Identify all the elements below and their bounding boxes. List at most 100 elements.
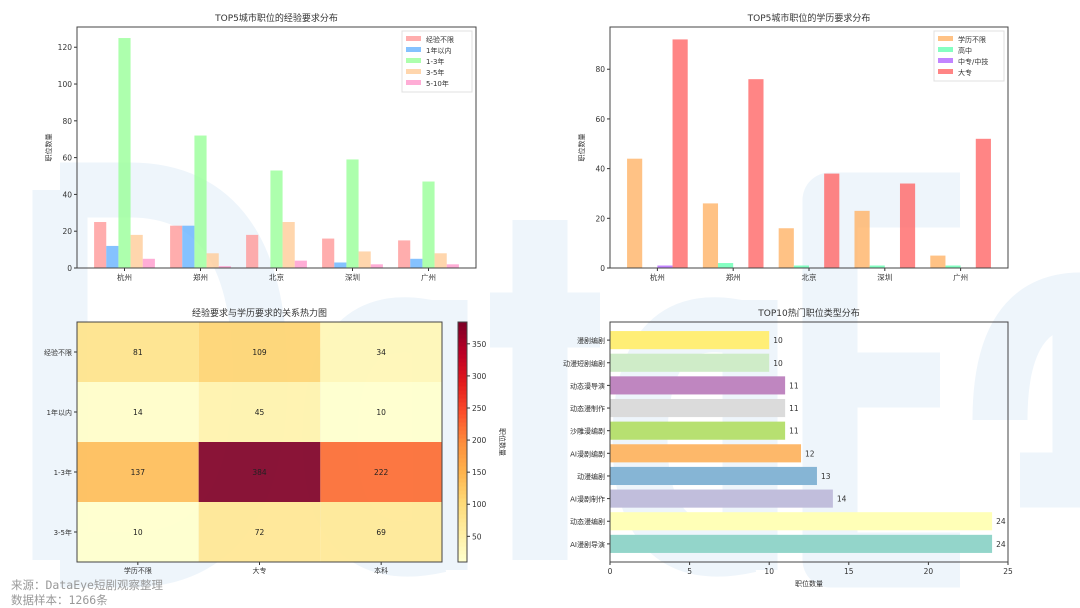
colorbar-segment [458,526,467,531]
y-tick-label: 40 [62,190,72,199]
y-tick-label: 1年以内 [47,408,72,417]
y-tick-label: 动态漫导演 [570,381,605,390]
y-tick-label: 动态漫编剧 [570,517,605,526]
sample-note: 数据样本：1266条 [11,593,108,607]
y-tick-label: 0 [67,264,72,273]
bar [270,170,283,268]
x-tick-label: 广州 [421,272,436,282]
bar [206,253,219,268]
colorbar-segment [458,470,467,475]
y-tick-label: 20 [595,214,605,223]
colorbar-segment [458,462,467,467]
colorbar-segment [458,394,467,399]
y-tick-label: 动漫短剧编剧 [563,359,605,368]
bar [446,264,459,268]
bar [106,245,119,268]
chart-title: TOP5城市职位的学历要求分布 [747,12,871,24]
colorbar-segment [458,466,467,471]
y-tick-label: 60 [62,154,72,163]
colorbar-tick-label: 100 [472,500,487,509]
legend-label: 5-10年 [426,79,449,88]
heatmap-cell [77,322,199,382]
y-tick-label: 漫剧编剧 [577,336,605,345]
bar [610,444,802,463]
colorbar-segment [458,422,467,427]
axes-frame [76,26,477,269]
legend-label: 学历不限 [958,35,986,44]
heatmap-cell [320,442,442,502]
legend-swatch [406,36,421,41]
bar [346,159,359,268]
legend-label: 经验不限 [426,35,454,44]
chart-title: 经验要求与学历要求的关系热力图 [192,307,327,319]
y-tick-label: 120 [58,43,73,52]
bar-value-label: 24 [996,540,1006,549]
colorbar-segment [458,458,467,463]
bar [778,228,794,268]
colorbar-segment [458,322,467,327]
bar [824,173,840,268]
bar [610,376,786,395]
colorbar-segment [458,506,467,511]
y-axis-label: 职位数量 [44,134,53,162]
bar [869,265,885,268]
bar [182,225,195,268]
bar [610,398,786,418]
colorbar-segment [458,338,467,343]
colorbar-segment [458,358,467,363]
colorbar-segment [458,498,467,503]
chart-title: TOP5城市职位的经验要求分布 [214,12,338,24]
bar [194,135,207,268]
bar [422,181,435,268]
heatmap-cell [198,502,321,562]
bar-value-label: 12 [805,449,815,458]
colorbar-segment [458,406,467,411]
legend-swatch [406,58,421,63]
bar [294,260,307,268]
colorbar-tick-label: 300 [472,372,487,381]
colorbar-segment [458,346,467,351]
y-tick-label: 100 [58,80,73,89]
y-tick-label: 40 [595,165,605,174]
legend-label: 中专/中技 [958,57,988,66]
colorbar-segment [458,434,467,439]
colorbar-segment [458,370,467,375]
colorbar-segment [458,342,467,347]
x-tick-label: 大专 [253,566,267,575]
y-tick-label: 0 [600,264,605,273]
axes-frame [609,321,1009,563]
x-tick-label: 25 [1003,567,1013,576]
bar [702,203,719,268]
colorbar-label: 职位数量 [498,428,507,456]
colorbar-segment [458,474,467,479]
bar-value-label: 14 [837,495,847,504]
bar [118,38,131,269]
colorbar-segment [458,418,467,423]
colorbar-segment [458,510,467,515]
legend-swatch [938,47,953,52]
y-tick-label: AI漫剧编剧 [570,449,605,458]
colorbar-segment [458,522,467,527]
colorbar-segment [458,486,467,491]
bar [358,251,371,268]
cell-value: 45 [255,408,265,417]
legend-swatch [938,36,953,41]
legend-label: 高中 [958,46,972,55]
bar [434,253,447,268]
cell-value: 81 [133,348,143,357]
colorbar-segment [458,494,467,499]
colorbar-tick-label: 350 [472,340,487,349]
colorbar-segment [458,362,467,367]
y-tick-label: 动态漫制作 [570,404,605,413]
colorbar-segment [458,438,467,443]
y-tick-label: 80 [62,117,72,126]
bar [370,264,383,268]
y-tick-label: 1-3年 [54,468,72,477]
cell-value: 34 [376,348,386,357]
bar [218,266,231,268]
colorbar-segment [458,390,467,395]
colorbar-segment [458,326,467,331]
bar [322,238,335,268]
axes-frame [609,26,1009,269]
legend-label: 大专 [958,68,972,77]
